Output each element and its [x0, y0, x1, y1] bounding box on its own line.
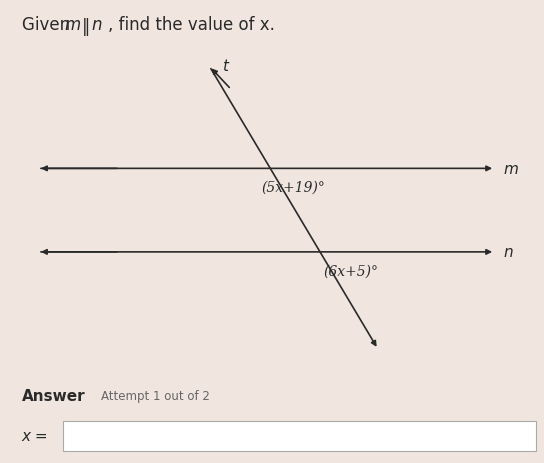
Text: Attempt 1 out of 2: Attempt 1 out of 2 — [101, 389, 209, 402]
Text: (6x+5)°: (6x+5)° — [324, 264, 379, 278]
Text: $n$: $n$ — [91, 16, 103, 34]
Text: , find the value of x.: , find the value of x. — [108, 16, 275, 34]
Text: $m$: $m$ — [503, 162, 519, 176]
Text: Answer: Answer — [22, 388, 85, 403]
FancyBboxPatch shape — [63, 421, 536, 451]
Text: x =: x = — [22, 428, 48, 443]
Text: $m$: $m$ — [64, 16, 81, 34]
Text: (5x+19)°: (5x+19)° — [261, 181, 325, 194]
Text: $\|$: $\|$ — [81, 16, 89, 38]
Text: Given: Given — [22, 16, 75, 34]
Text: $t$: $t$ — [222, 58, 231, 74]
Text: $n$: $n$ — [503, 245, 514, 260]
